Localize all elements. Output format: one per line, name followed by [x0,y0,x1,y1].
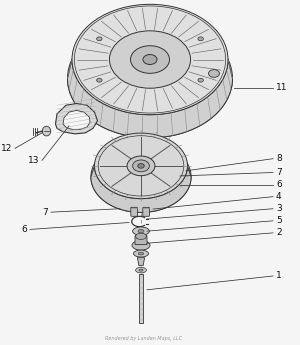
Ellipse shape [208,70,219,77]
Text: 4: 4 [276,192,282,201]
Text: 5: 5 [276,216,282,225]
Polygon shape [91,166,191,213]
Polygon shape [68,59,232,138]
Ellipse shape [138,252,144,255]
Ellipse shape [134,250,148,257]
Ellipse shape [132,240,150,250]
FancyBboxPatch shape [143,207,149,216]
Text: 6: 6 [276,180,282,189]
Ellipse shape [97,78,102,82]
Polygon shape [63,110,90,129]
Ellipse shape [91,141,191,213]
Text: Rendered by Landen Maps, LLC: Rendered by Landen Maps, LLC [105,336,183,341]
Text: 11: 11 [276,83,287,92]
Ellipse shape [94,133,188,199]
Bar [139,274,143,323]
Text: 13: 13 [28,156,39,165]
Ellipse shape [130,46,170,73]
Text: 7: 7 [276,168,282,177]
Circle shape [42,126,51,136]
Ellipse shape [143,55,157,65]
Text: 12: 12 [1,144,12,153]
Ellipse shape [139,269,143,271]
Text: 2: 2 [276,228,282,237]
Ellipse shape [138,164,144,168]
Ellipse shape [138,229,144,233]
Ellipse shape [97,37,102,41]
Ellipse shape [133,227,149,235]
Text: 6: 6 [21,225,27,234]
Ellipse shape [198,78,203,82]
Text: 7: 7 [42,208,48,217]
Polygon shape [137,258,145,266]
Text: 3: 3 [276,204,282,213]
Ellipse shape [127,156,155,176]
Ellipse shape [133,160,149,172]
Ellipse shape [136,233,146,239]
FancyBboxPatch shape [131,207,137,216]
Ellipse shape [110,31,190,88]
FancyBboxPatch shape [135,236,147,245]
Ellipse shape [136,267,146,273]
Ellipse shape [68,19,232,138]
Polygon shape [56,104,98,134]
Ellipse shape [72,4,228,115]
Text: 8: 8 [276,154,282,163]
Ellipse shape [198,37,203,41]
Text: 1: 1 [276,272,282,280]
